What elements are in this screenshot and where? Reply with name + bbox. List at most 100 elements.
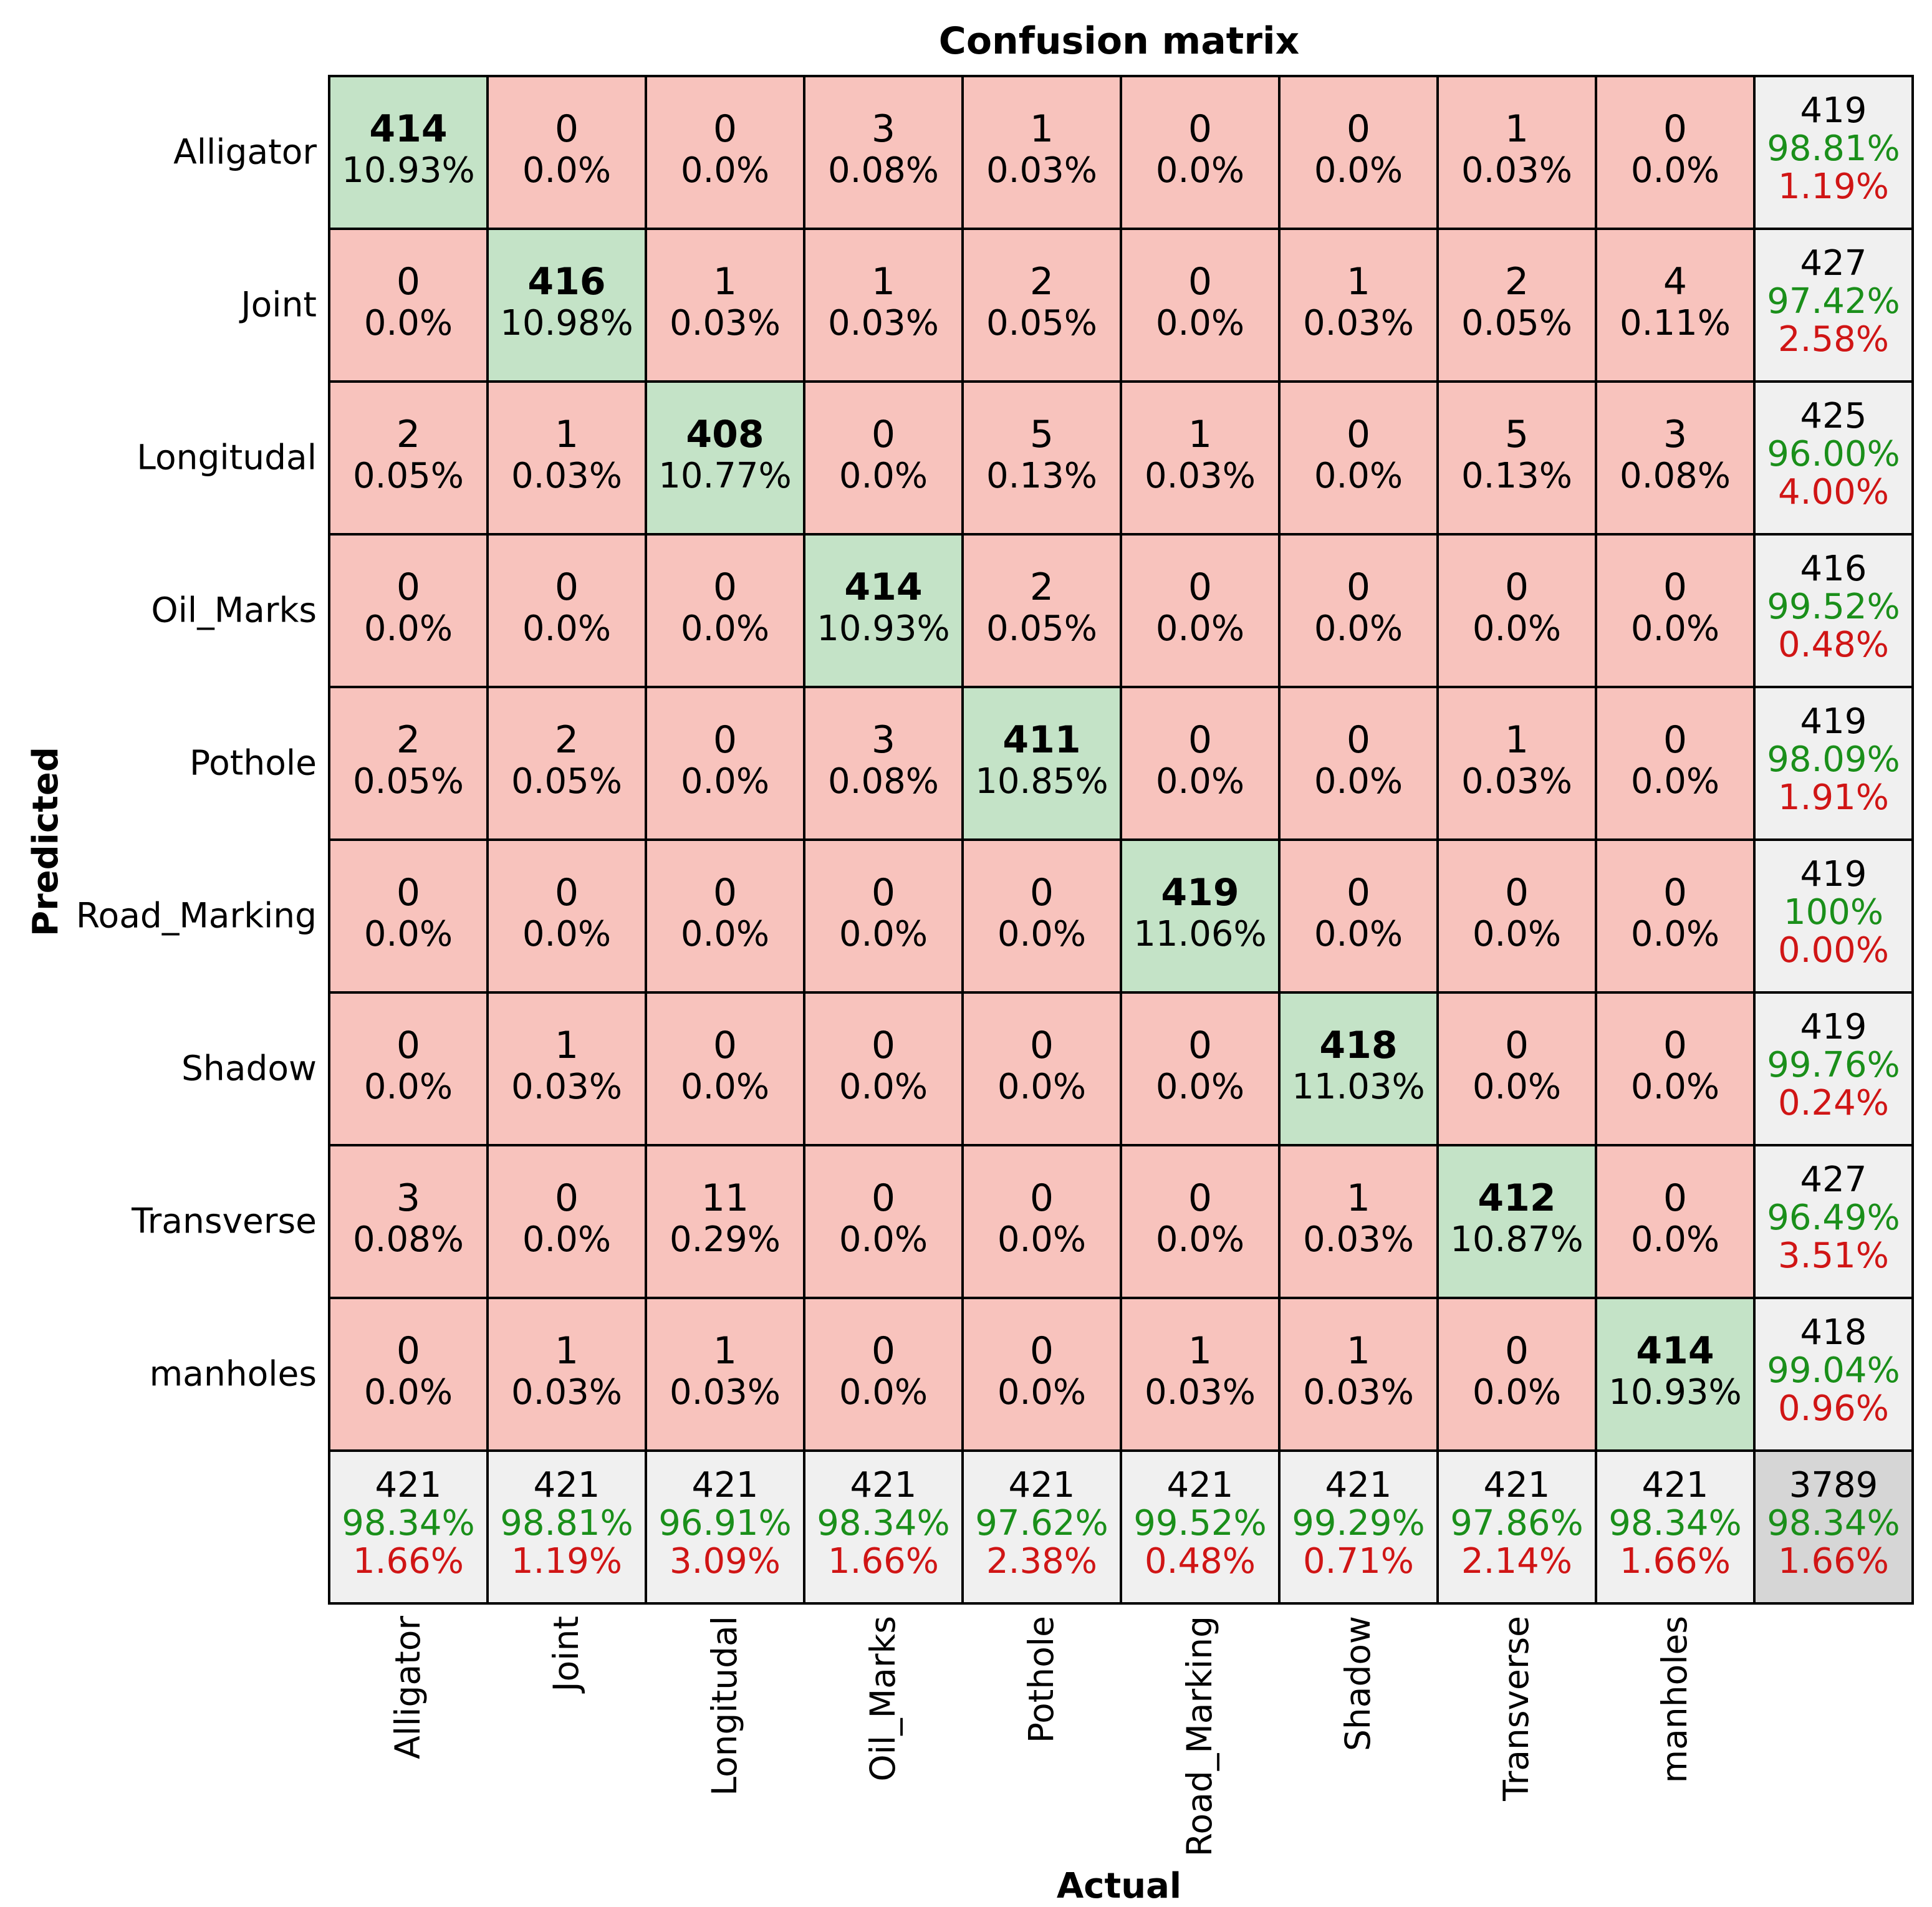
summary-total: 419 bbox=[1800, 1007, 1867, 1047]
cell-count: 5 bbox=[1505, 413, 1529, 456]
cell-count: 0 bbox=[872, 1024, 895, 1067]
matrix-cell-bg bbox=[803, 380, 964, 536]
matrix-cell: 00.0% bbox=[1120, 1144, 1281, 1299]
summary-error-rate: 2.38% bbox=[986, 1541, 1097, 1582]
cell-percent: 0.0% bbox=[681, 914, 769, 954]
matrix-cell: 00.0% bbox=[328, 1297, 489, 1452]
matrix-cell: 00.0% bbox=[1120, 75, 1281, 230]
matrix-cell-bg bbox=[645, 75, 805, 230]
summary-error-rate: 1.19% bbox=[1778, 166, 1889, 207]
cell-count: 0 bbox=[1347, 718, 1370, 762]
matrix-cell: 10.03% bbox=[486, 380, 647, 536]
cell-percent: 0.0% bbox=[1156, 608, 1244, 649]
cell-percent: 0.29% bbox=[670, 1219, 781, 1260]
matrix-cell: 00.0% bbox=[1278, 686, 1439, 841]
summary-total: 416 bbox=[1800, 549, 1867, 589]
y-tick-labels: Alligator Joint Longitudal Oil_Marks Pothole… bbox=[76, 132, 317, 1394]
matrix-cell-bg bbox=[645, 1144, 805, 1299]
row-summary-cell-bg bbox=[1753, 838, 1914, 994]
matrix-cell: 10.03% bbox=[803, 228, 964, 383]
row-summary-cell-bg bbox=[1753, 1144, 1914, 1299]
y-tick-label: Pothole bbox=[190, 743, 317, 783]
cell-count: 0 bbox=[713, 718, 737, 762]
summary-total: 421 bbox=[1009, 1465, 1075, 1506]
cell-count: 0 bbox=[555, 1176, 579, 1220]
cell-percent: 0.0% bbox=[1156, 150, 1244, 191]
matrix-cell: 30.08% bbox=[803, 686, 964, 841]
cell-percent: 0.03% bbox=[1461, 761, 1572, 802]
summary-correct-rate: 96.91% bbox=[658, 1503, 792, 1544]
cell-percent: 10.93% bbox=[1608, 1372, 1742, 1413]
summary-correct-rate: 100% bbox=[1784, 892, 1883, 933]
cell-percent: 0.0% bbox=[522, 1219, 611, 1260]
matrix-cell: 00.0% bbox=[1120, 991, 1281, 1146]
summary-error-rate: 4.00% bbox=[1778, 472, 1889, 512]
matrix-cell-bg bbox=[486, 1297, 647, 1452]
matrix-cell: 10.03% bbox=[486, 991, 647, 1146]
column-summary-cell-bg bbox=[961, 1449, 1122, 1605]
cell-count: 2 bbox=[396, 413, 420, 456]
matrix-cell: 00.0% bbox=[803, 1144, 964, 1299]
cell-percent: 0.0% bbox=[839, 1219, 928, 1260]
cell-percent: 0.08% bbox=[1620, 456, 1731, 496]
matrix-cell: 00.0% bbox=[328, 838, 489, 994]
overall-summary-cell-bg bbox=[1753, 1449, 1914, 1605]
matrix-cell: 10.03% bbox=[1278, 1144, 1439, 1299]
cell-percent: 0.13% bbox=[1461, 456, 1572, 496]
cell-count: 1 bbox=[555, 1329, 579, 1373]
cell-percent: 10.98% bbox=[500, 303, 633, 343]
cell-percent: 0.0% bbox=[839, 914, 928, 954]
cell-count: 1 bbox=[1347, 1329, 1370, 1373]
summary-correct-rate: 99.04% bbox=[1767, 1350, 1900, 1391]
cell-percent: 0.03% bbox=[1461, 150, 1572, 191]
matrix-cell: 10.03% bbox=[961, 75, 1122, 230]
cell-percent: 0.03% bbox=[828, 303, 939, 343]
matrix-cell-bg bbox=[486, 380, 647, 536]
cell-count: 0 bbox=[1663, 1024, 1687, 1067]
matrix-cell: 00.0% bbox=[486, 838, 647, 994]
row-summary-cell-bg bbox=[1753, 533, 1914, 688]
cell-count: 0 bbox=[396, 871, 420, 915]
matrix-cell: 00.0% bbox=[486, 75, 647, 230]
matrix-cell-bg bbox=[1595, 228, 1756, 383]
cell-count: 5 bbox=[1030, 413, 1054, 456]
matrix-cell: 00.0% bbox=[961, 991, 1122, 1146]
cell-percent: 0.0% bbox=[364, 608, 453, 649]
cell-count: 1 bbox=[1188, 1329, 1212, 1373]
summary-error-rate: 2.14% bbox=[1461, 1541, 1572, 1582]
y-axis-title: Predicted bbox=[26, 747, 66, 936]
cell-percent: 0.0% bbox=[1156, 1219, 1244, 1260]
cell-percent: 0.03% bbox=[1303, 1219, 1414, 1260]
summary-error-rate: 0.00% bbox=[1778, 930, 1889, 971]
summary-correct-rate: 98.81% bbox=[1767, 128, 1900, 169]
summary-total: 427 bbox=[1800, 243, 1867, 284]
summary-total: 421 bbox=[1167, 1465, 1234, 1506]
cell-percent: 0.0% bbox=[364, 1372, 453, 1413]
cell-percent: 0.0% bbox=[997, 1219, 1086, 1260]
cell-count: 0 bbox=[1188, 718, 1212, 762]
column-summary-cell-bg bbox=[486, 1449, 647, 1605]
matrix-cell: 00.0% bbox=[1436, 533, 1597, 688]
cell-count: 1 bbox=[1505, 107, 1529, 151]
matrix-cell: 00.0% bbox=[486, 1144, 647, 1299]
matrix-cell: 00.0% bbox=[1120, 228, 1281, 383]
row-summary-cell-bg bbox=[1753, 1297, 1914, 1452]
summary-correct-rate: 97.42% bbox=[1767, 281, 1900, 322]
cell-percent: 0.0% bbox=[1314, 150, 1403, 191]
summary-error-rate: 0.24% bbox=[1778, 1083, 1889, 1123]
matrix-cell-bg bbox=[1120, 838, 1281, 994]
cell-count: 0 bbox=[1347, 107, 1370, 151]
cell-percent: 10.93% bbox=[817, 608, 950, 649]
matrix-cell-bg bbox=[803, 75, 964, 230]
matrix-cell: 00.0% bbox=[1595, 838, 1756, 994]
x-tick-labels: Alligator Joint Longitudal Oil_Marks Pothole… bbox=[388, 1616, 1694, 1857]
